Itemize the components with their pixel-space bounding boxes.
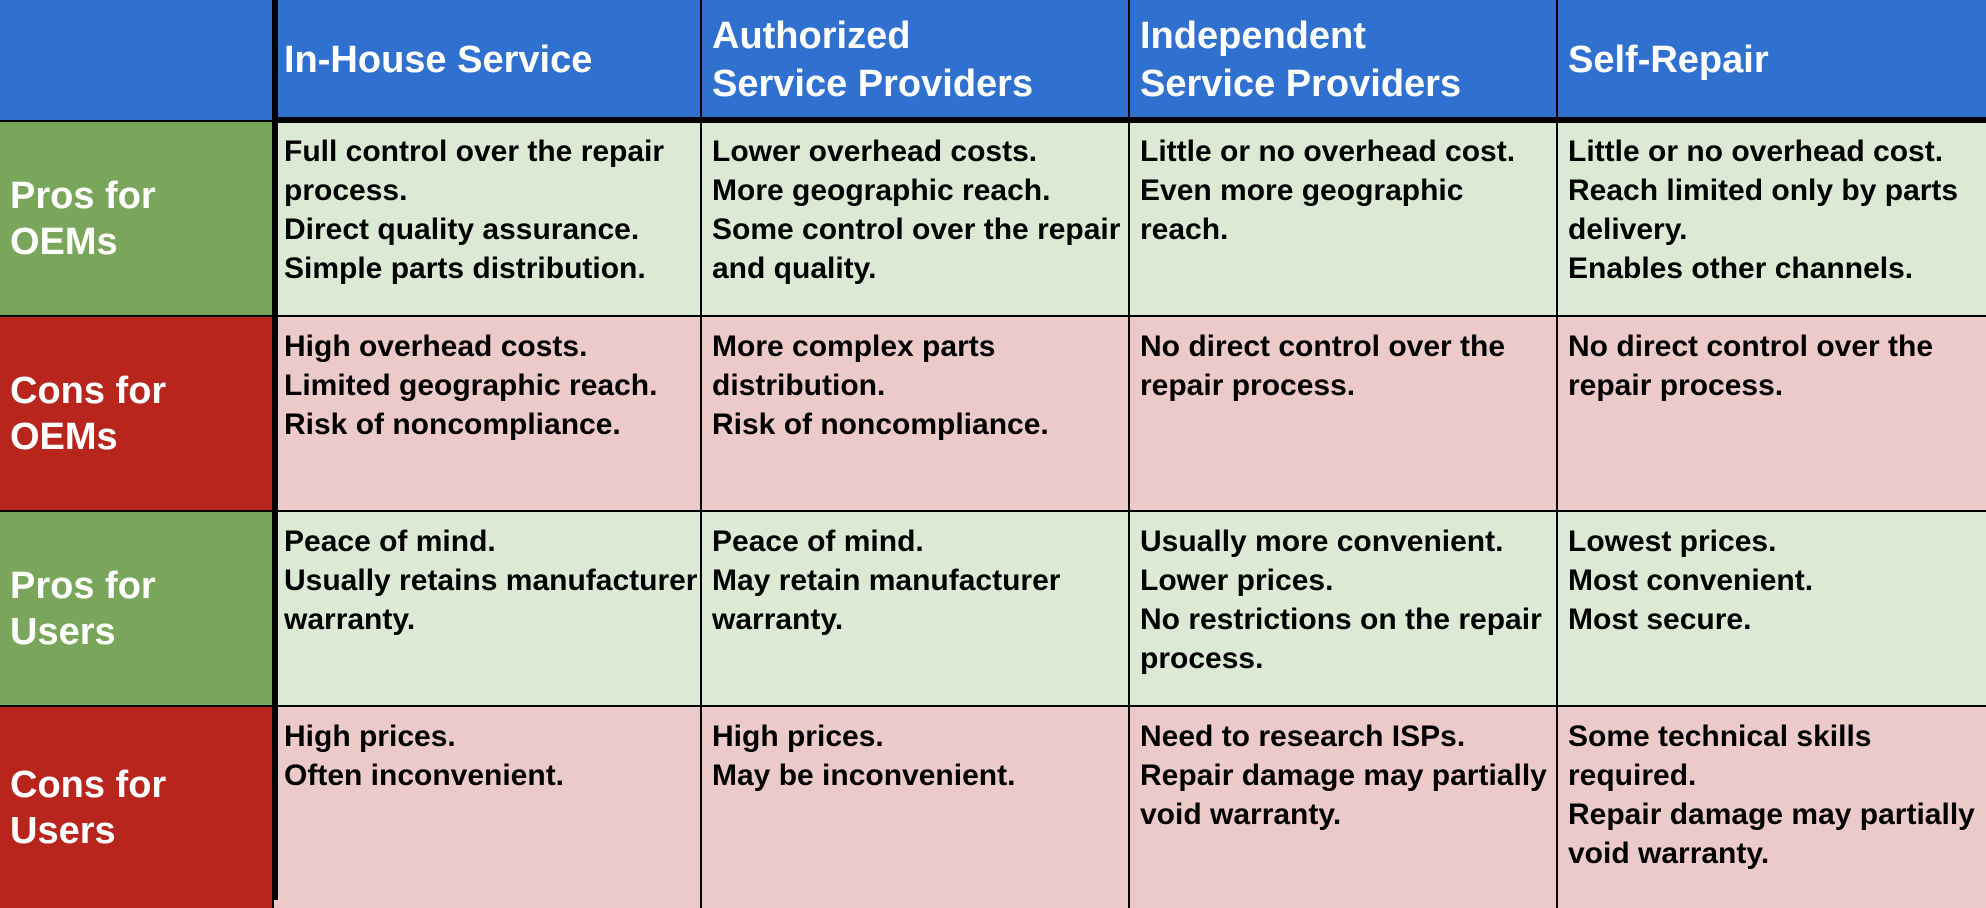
corner-header-cell	[0, 0, 272, 120]
cell-line: Simple parts distribution.	[284, 252, 646, 285]
cell-line: Some control over the repair and quality…	[712, 213, 1121, 285]
table-cell: Little or no overhead cost. Even more ge…	[1130, 122, 1556, 315]
cell-line: Direct quality assurance.	[284, 213, 640, 246]
cell-line: Often inconvenient.	[284, 759, 565, 792]
cell-line: Risk of noncompliance.	[284, 408, 621, 441]
cell-line: No restrictions on the repair process.	[1140, 603, 1542, 675]
cell-line: Most secure.	[1568, 603, 1752, 636]
cell-line: Full control over the repair process.	[284, 135, 665, 207]
table-cell: Lower overhead costs. More geographic re…	[702, 122, 1128, 315]
cell-line: May be inconvenient.	[712, 759, 1016, 792]
cell-line: Lower prices.	[1140, 564, 1334, 597]
table-cell: Lowest prices. Most convenient. Most sec…	[1558, 512, 1986, 705]
cell-line: Risk of noncompliance.	[712, 408, 1049, 441]
cell-line: Repair damage may partially void warrant…	[1568, 798, 1975, 870]
cell-line: No direct control over the repair proces…	[1568, 330, 1934, 402]
cell-line: More geographic reach.	[712, 174, 1051, 207]
cell-line: Even more geographic reach.	[1140, 174, 1464, 246]
cell-line: Usually retains manufacturer warranty.	[284, 564, 698, 636]
table-cell: Some technical skills required. Repair d…	[1558, 707, 1986, 908]
cell-line: Need to research ISPs.	[1140, 720, 1466, 753]
table-cell: No direct control over the repair proces…	[1130, 317, 1556, 510]
cell-line: Lower overhead costs.	[712, 135, 1038, 168]
column-header-text: In-House Service	[284, 39, 593, 81]
cell-line: Usually more convenient.	[1140, 525, 1504, 558]
table-cell: High overhead costs. Limited geographic …	[274, 317, 700, 510]
column-header-independent: Independent Service Providers	[1130, 0, 1556, 120]
row-header-pros-oems: Pros for OEMs	[0, 122, 272, 315]
cell-line: Some technical skills required.	[1568, 720, 1872, 792]
column-header-text: Authorized Service Providers	[712, 15, 1034, 105]
header-column-divider	[272, 0, 278, 900]
table-cell: High prices. Often inconvenient.	[274, 707, 700, 908]
row-header-pros-users: Pros for Users	[0, 512, 272, 705]
table-cell: Need to research ISPs. Repair damage may…	[1130, 707, 1556, 908]
cell-line: Little or no overhead cost.	[1140, 135, 1516, 168]
table-cell: High prices. May be inconvenient.	[702, 707, 1128, 908]
cell-line: Most convenient.	[1568, 564, 1814, 597]
cell-line: High overhead costs.	[284, 330, 588, 363]
cell-line: Little or no overhead cost.	[1568, 135, 1944, 168]
row-header-cons-users: Cons for Users	[0, 707, 272, 908]
column-header-authorized: Authorized Service Providers	[702, 0, 1128, 120]
cell-line: Repair damage may partially void warrant…	[1140, 759, 1547, 831]
cell-line: More complex parts distribution.	[712, 330, 996, 402]
cell-line: Limited geographic reach.	[284, 369, 658, 402]
table-cell: Peace of mind. May retain manufacturer w…	[702, 512, 1128, 705]
table-cell: Full control over the repair process. Di…	[274, 122, 700, 315]
cell-line: Reach limited only by parts delivery.	[1568, 174, 1959, 246]
table-cell: Peace of mind. Usually retains manufactu…	[274, 512, 700, 705]
column-header-self-repair: Self-Repair	[1558, 0, 1986, 120]
cell-line: May retain manufacturer warranty.	[712, 564, 1061, 636]
header-row-divider	[272, 117, 1986, 123]
cell-line: Lowest prices.	[1568, 525, 1777, 558]
cell-line: Peace of mind.	[284, 525, 496, 558]
table-cell: More complex parts distribution. Risk of…	[702, 317, 1128, 510]
column-header-text: Self-Repair	[1568, 39, 1769, 81]
table-cell: Little or no overhead cost. Reach limite…	[1558, 122, 1986, 315]
table-cell: No direct control over the repair proces…	[1558, 317, 1986, 510]
column-header-text: Independent Service Providers	[1140, 15, 1462, 105]
table-cell: Usually more convenient. Lower prices. N…	[1130, 512, 1556, 705]
cell-line: Enables other channels.	[1568, 252, 1914, 285]
cell-line: High prices.	[284, 720, 456, 753]
cell-line: High prices.	[712, 720, 884, 753]
column-header-in-house: In-House Service	[274, 0, 700, 120]
row-header-cons-oems: Cons for OEMs	[0, 317, 272, 510]
cell-line: Peace of mind.	[712, 525, 924, 558]
cell-line: No direct control over the repair proces…	[1140, 330, 1506, 402]
